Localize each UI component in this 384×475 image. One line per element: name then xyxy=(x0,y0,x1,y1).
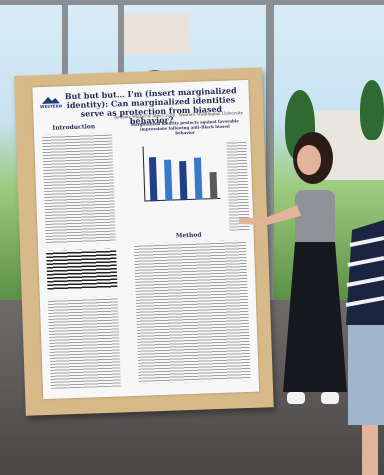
lower-left-text xyxy=(47,296,121,389)
bar-chart xyxy=(134,141,224,214)
intro-heading: Introduction xyxy=(52,123,96,132)
presenter-shoe xyxy=(321,392,339,404)
tree xyxy=(360,80,384,140)
presenter-shoe xyxy=(287,392,305,404)
window-frame xyxy=(0,0,384,5)
presenter-skirt xyxy=(283,242,347,392)
intro-text xyxy=(42,132,116,245)
chart-bar xyxy=(209,171,218,200)
viewer-sweater xyxy=(346,220,384,325)
presenter-arm xyxy=(239,205,301,225)
chart-bar xyxy=(164,159,173,201)
viewer-leg xyxy=(362,425,378,475)
university-logo: WESTERN xyxy=(39,96,63,111)
presenter-face xyxy=(297,145,321,175)
presenter-person xyxy=(239,132,347,404)
chart-bar xyxy=(179,160,188,201)
window-frame xyxy=(266,0,274,300)
viewer-jeans xyxy=(348,325,384,425)
research-poster: WESTERN But but but… I'm (insert margina… xyxy=(32,79,260,400)
chart-bar xyxy=(148,157,158,202)
chart-bar xyxy=(193,157,203,200)
figure-heading: Marginalized identity protects against f… xyxy=(130,118,239,136)
highlighted-paragraph xyxy=(46,248,118,291)
background-building xyxy=(120,14,190,54)
chart-y-axis xyxy=(142,146,146,202)
logo-text: WESTERN xyxy=(40,103,63,110)
presenter-top xyxy=(295,190,335,245)
viewer-person xyxy=(345,220,384,475)
method-text xyxy=(133,240,251,384)
viewer-stripes xyxy=(345,236,384,307)
logo-mountain-icon xyxy=(42,96,60,104)
method-heading: Method xyxy=(175,231,202,240)
